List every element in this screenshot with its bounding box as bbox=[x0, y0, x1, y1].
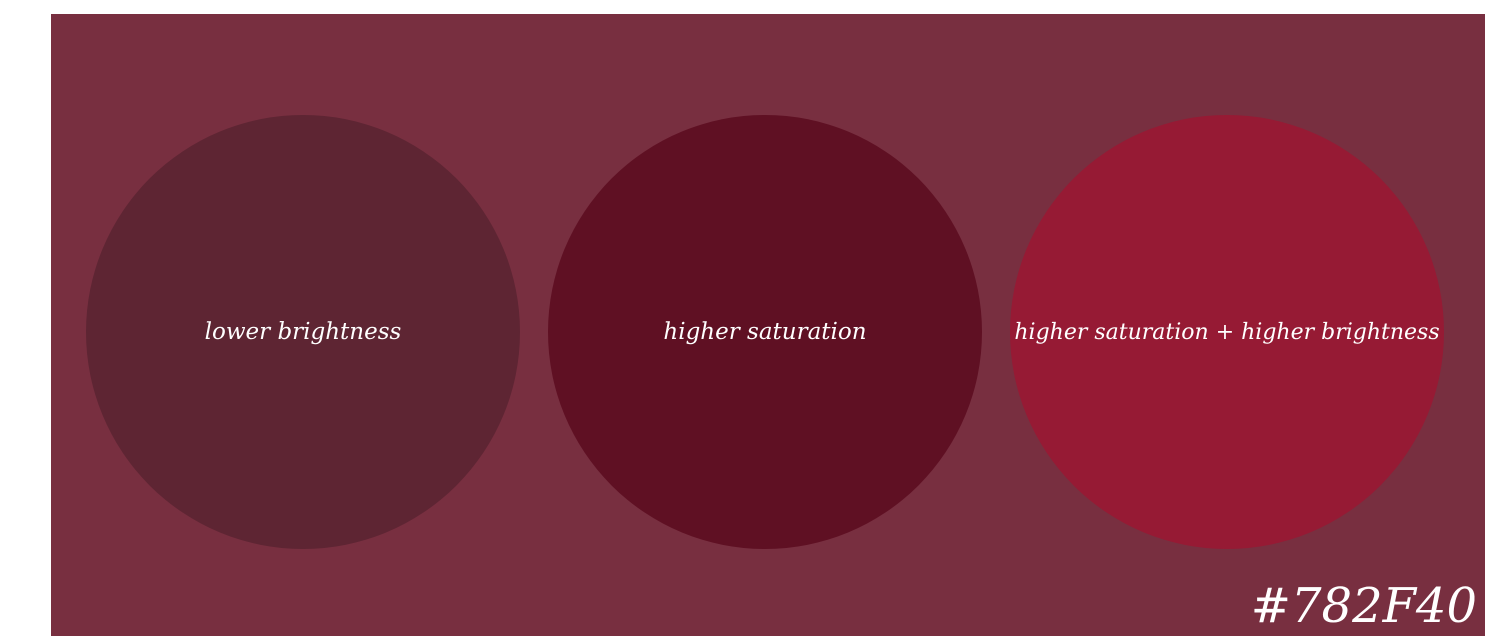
higher-saturation-brightness-circle: higher saturation + higher brightness bbox=[1010, 115, 1444, 549]
lower-brightness-circle: lower brightness bbox=[86, 115, 520, 549]
lower-brightness-label: lower brightness bbox=[205, 319, 402, 345]
color-swatch-panel: lower brightness higher saturation highe… bbox=[51, 14, 1485, 636]
hex-code-label: #782F40 bbox=[1251, 582, 1477, 630]
higher-saturation-brightness-label: higher saturation + higher brightness bbox=[1014, 320, 1439, 345]
higher-saturation-circle: higher saturation bbox=[548, 115, 982, 549]
higher-saturation-label: higher saturation bbox=[663, 319, 866, 345]
